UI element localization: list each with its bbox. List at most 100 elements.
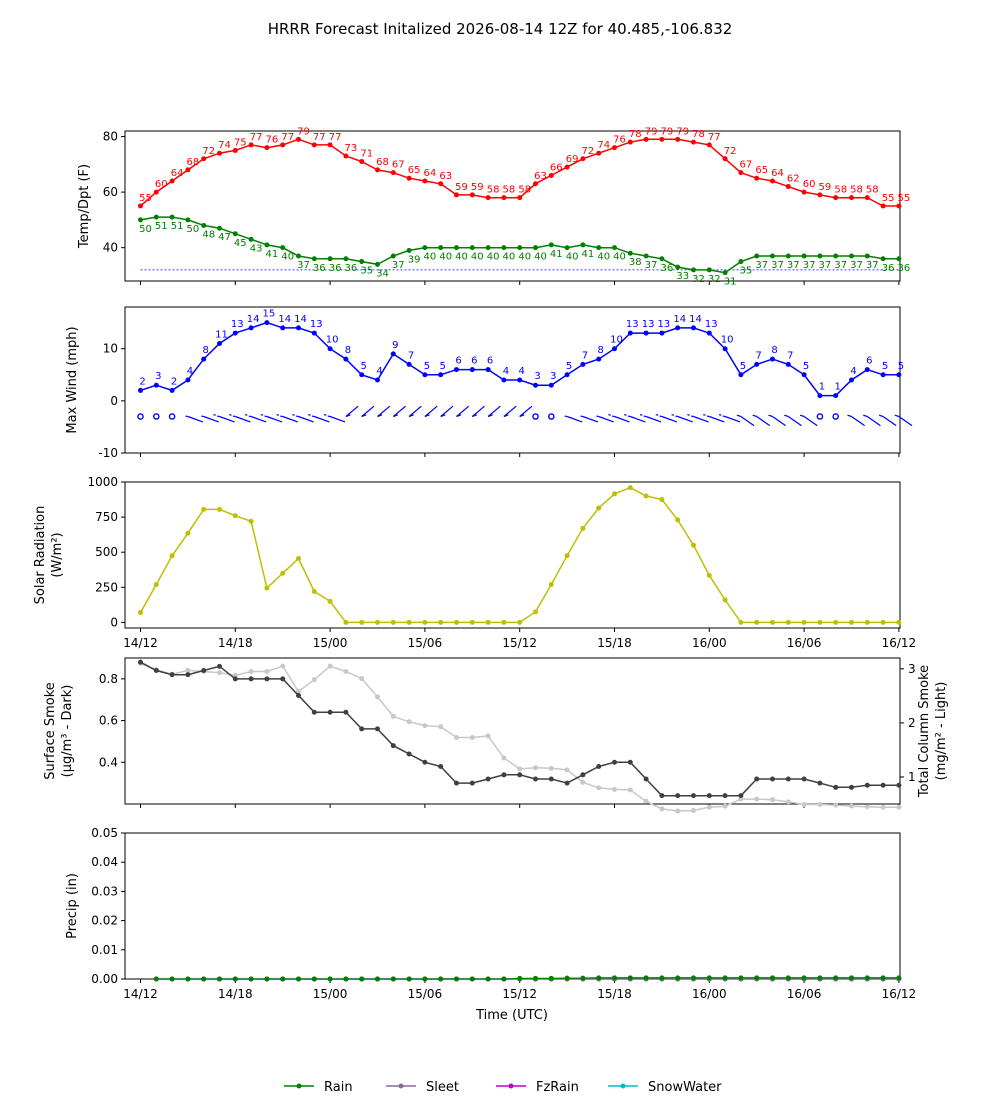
temperature-point: [706, 142, 712, 148]
solar-radiation-point: [327, 598, 333, 604]
max-wind-point: [691, 325, 696, 331]
wind-data-label: 10: [721, 335, 734, 346]
total-column-smoke-point: [596, 785, 602, 791]
x-tick-label: 16/06: [787, 636, 822, 650]
wind-barb-staff: [187, 415, 204, 423]
solar-radiation-point: [675, 517, 681, 523]
dewpoint-data-label: 35: [360, 266, 373, 277]
total-column-smoke-point: [343, 669, 349, 675]
surface-smoke-point: [296, 693, 301, 699]
wind-barb-staff: [203, 415, 219, 423]
surface-smoke-point: [232, 676, 238, 682]
dewpoint-point: [564, 245, 570, 251]
dewpoint-point: [691, 267, 696, 273]
wind-data-label: 9: [392, 340, 398, 351]
precip-rain-point: [548, 975, 554, 981]
surface-smoke-point: [706, 793, 712, 799]
temperature-data-label: 59: [819, 182, 832, 193]
total-column-smoke-point: [548, 765, 554, 771]
temperature-data-label: 58: [866, 185, 879, 196]
temperature-data-label: 78: [629, 129, 642, 140]
temperature-data-label: 77: [250, 132, 263, 143]
dewpoint-point: [185, 217, 191, 223]
precip-rain-point: [390, 976, 396, 982]
dewpoint-point: [643, 253, 649, 259]
surface-smoke-point: [627, 759, 633, 765]
dewpoint-point: [880, 256, 886, 262]
wind-data-label: 13: [626, 319, 639, 330]
solar-radiation-point: [375, 619, 380, 625]
solar-radiation-point: [596, 505, 602, 511]
dewpoint-data-label: 36: [345, 263, 358, 274]
dewpoint-point: [454, 245, 459, 251]
precip-panel-ylabel-line: Precip (in): [65, 873, 80, 939]
wind-data-label: 6: [866, 356, 872, 367]
solar-panel-y-tick-label: 250: [95, 580, 118, 594]
temperature-point: [343, 153, 349, 159]
wind-data-label: 2: [139, 376, 145, 387]
temperature-data-label: 72: [202, 146, 215, 157]
solar-radiation-point: [722, 597, 728, 603]
surface-smoke-point: [659, 793, 665, 799]
dewpoint-point: [153, 214, 159, 220]
temperature-point: [217, 150, 222, 156]
dewpoint-point: [896, 256, 902, 262]
dewpoint-data-label: 51: [171, 221, 184, 232]
legend-rain-label: Rain: [324, 1080, 353, 1095]
surface-smoke-point: [880, 782, 886, 788]
surface-smoke-point: [343, 709, 349, 715]
temperature-point: [248, 142, 254, 148]
max-wind-point: [280, 325, 286, 331]
total-column-smoke-point: [801, 802, 807, 808]
surface-smoke-point: [201, 668, 207, 674]
dewpoint-data-label: 39: [408, 254, 421, 265]
precip-rain-point: [675, 975, 681, 981]
temperature-data-label: 79: [297, 126, 310, 137]
dewpoint-data-label: 40: [597, 252, 610, 263]
temperature-data-label: 68: [376, 157, 389, 168]
smoke-panel-right-ylabel-line: (mg/m² - Light): [934, 682, 949, 781]
temperature-point: [754, 175, 760, 181]
wind-barb: [377, 405, 391, 418]
total-column-smoke-point: [580, 779, 586, 785]
wind-barb-flag: [456, 414, 462, 418]
wind-barb-staff: [266, 415, 283, 423]
precip-panel-ylabel: Precip (in): [65, 873, 80, 939]
temperature-data-label: 55: [139, 193, 152, 204]
temperature-point: [517, 195, 523, 201]
solar-radiation-point: [564, 553, 570, 559]
surface-smoke-point: [801, 776, 807, 782]
wind-data-label: 6: [471, 356, 477, 367]
max-wind-point: [627, 330, 633, 336]
total-column-smoke-point: [422, 723, 428, 729]
wind-barb-staff: [803, 416, 818, 427]
precip-rain-point: [169, 976, 175, 982]
total-column-smoke-point: [375, 694, 380, 700]
temperature-point: [375, 167, 380, 173]
dewpoint-data-label: 33: [676, 271, 689, 282]
temperature-data-label: 55: [898, 193, 911, 204]
max-wind-point: [580, 361, 586, 367]
solar-radiation-line: [139, 486, 899, 624]
temperature-data-label: 79: [676, 126, 689, 137]
dewpoint-point: [311, 256, 317, 262]
surface-smoke-point: [359, 726, 365, 732]
temperature-data-label: 64: [424, 168, 437, 179]
wind-barb-staff: [298, 415, 314, 423]
max-wind-point: [327, 346, 333, 352]
precip-rain-point: [438, 976, 444, 982]
surface-smoke-point: [833, 784, 839, 790]
total-column-smoke-point: [691, 807, 696, 813]
max-wind-point: [517, 377, 523, 383]
temperature-data-label: 77: [708, 132, 721, 143]
wind-panel-frame: [124, 306, 901, 454]
wind-data-label: 3: [550, 371, 556, 382]
wind-barb-staff: [693, 415, 709, 423]
precip-rain-point: [280, 976, 286, 982]
wind-barb-calm: [548, 413, 555, 420]
wind-barb: [703, 414, 725, 423]
temperature-point: [359, 159, 365, 165]
temperature-data-label: 71: [360, 149, 373, 160]
surface-smoke-point: [548, 776, 554, 782]
